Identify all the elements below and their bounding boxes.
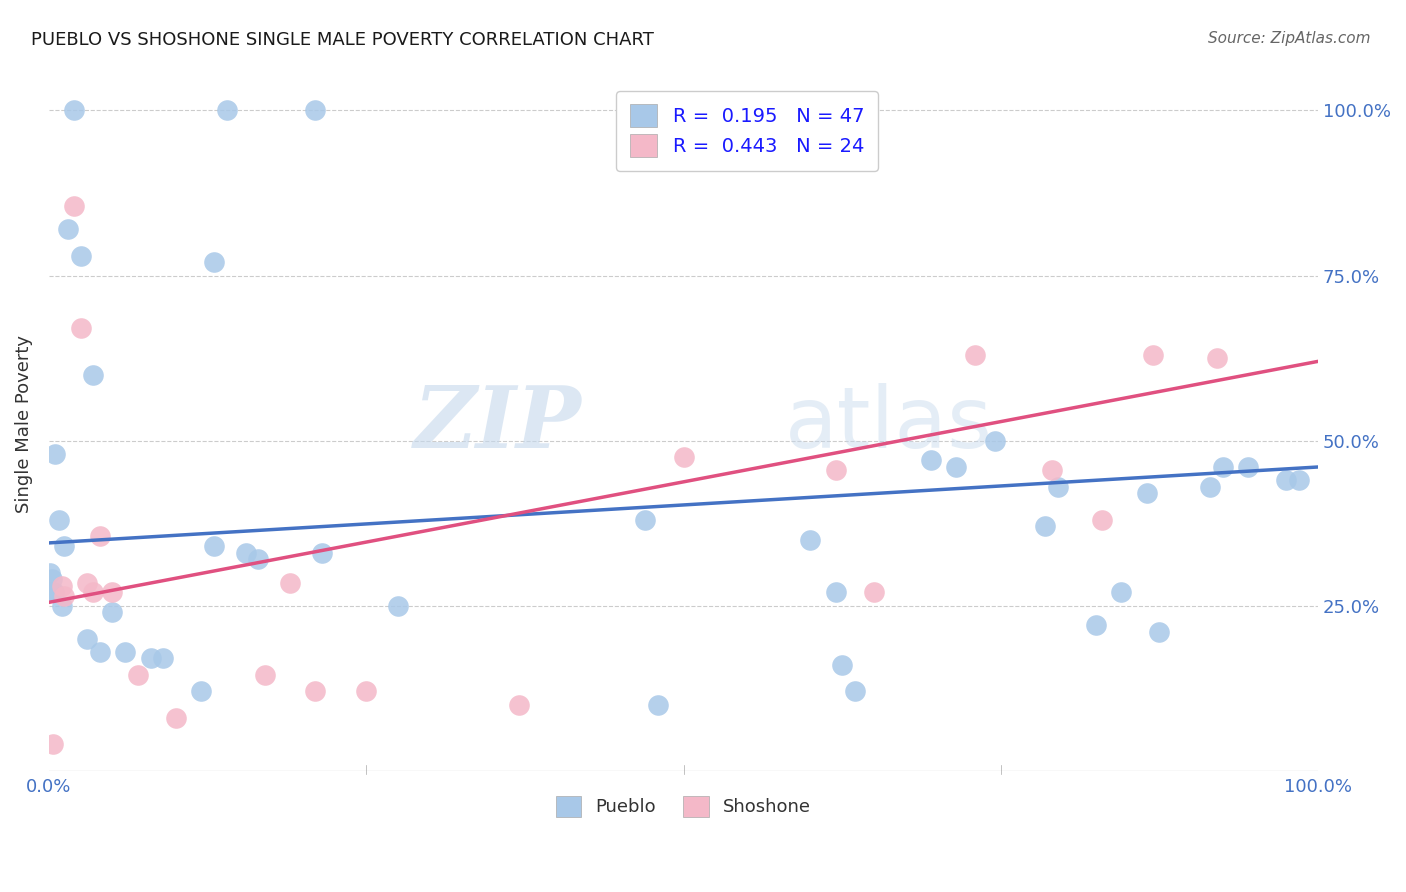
Point <box>799 533 821 547</box>
Point <box>844 684 866 698</box>
Point <box>1136 486 1159 500</box>
Point <box>1111 585 1133 599</box>
Point <box>63 103 86 118</box>
Point <box>1288 473 1310 487</box>
Point <box>69 321 91 335</box>
Point <box>1142 348 1164 362</box>
Point <box>56 222 79 236</box>
Point <box>202 539 225 553</box>
Point <box>965 348 987 362</box>
Point <box>1040 463 1063 477</box>
Point <box>304 103 326 118</box>
Point <box>983 434 1005 448</box>
Point <box>51 579 73 593</box>
Point <box>215 103 238 118</box>
Point <box>278 575 301 590</box>
Point <box>311 546 333 560</box>
Point <box>89 645 111 659</box>
Point <box>304 684 326 698</box>
Point <box>1205 351 1227 365</box>
Point <box>647 698 669 712</box>
Point <box>824 585 846 599</box>
Point <box>247 552 270 566</box>
Point <box>42 585 65 599</box>
Point <box>42 585 65 599</box>
Point <box>76 575 98 590</box>
Point <box>42 737 65 751</box>
Point <box>672 450 695 464</box>
Point <box>1149 625 1171 640</box>
Point <box>53 539 76 553</box>
Point <box>1275 473 1298 487</box>
Point <box>63 199 86 213</box>
Point <box>48 513 70 527</box>
Point <box>1085 618 1108 632</box>
Point <box>824 463 846 477</box>
Point <box>1033 519 1056 533</box>
Text: Source: ZipAtlas.com: Source: ZipAtlas.com <box>1208 31 1371 46</box>
Point <box>44 447 66 461</box>
Point <box>76 632 98 646</box>
Y-axis label: Single Male Poverty: Single Male Poverty <box>15 335 32 513</box>
Point <box>920 453 942 467</box>
Point <box>634 513 657 527</box>
Point <box>1046 480 1069 494</box>
Text: PUEBLO VS SHOSHONE SINGLE MALE POVERTY CORRELATION CHART: PUEBLO VS SHOSHONE SINGLE MALE POVERTY C… <box>31 31 654 49</box>
Point <box>1212 460 1234 475</box>
Point <box>101 605 124 619</box>
Point <box>69 249 91 263</box>
Text: ZIP: ZIP <box>415 383 582 466</box>
Point <box>51 599 73 613</box>
Point <box>1237 460 1260 475</box>
Point <box>1199 480 1222 494</box>
Point <box>831 658 853 673</box>
Point <box>508 698 530 712</box>
Point <box>114 645 136 659</box>
Point <box>190 684 212 698</box>
Point <box>82 368 104 382</box>
Point <box>53 589 76 603</box>
Point <box>127 668 149 682</box>
Point <box>139 651 162 665</box>
Point <box>945 460 967 475</box>
Point <box>235 546 257 560</box>
Point <box>253 668 276 682</box>
Point <box>41 572 63 586</box>
Point <box>165 711 187 725</box>
Legend: Pueblo, Shoshone: Pueblo, Shoshone <box>548 789 818 824</box>
Point <box>101 585 124 599</box>
Point <box>202 255 225 269</box>
Point <box>89 529 111 543</box>
Point <box>387 599 409 613</box>
Point <box>82 585 104 599</box>
Point <box>39 566 62 580</box>
Point <box>863 585 886 599</box>
Text: atlas: atlas <box>785 383 993 466</box>
Point <box>152 651 174 665</box>
Point <box>356 684 378 698</box>
Point <box>1091 513 1114 527</box>
